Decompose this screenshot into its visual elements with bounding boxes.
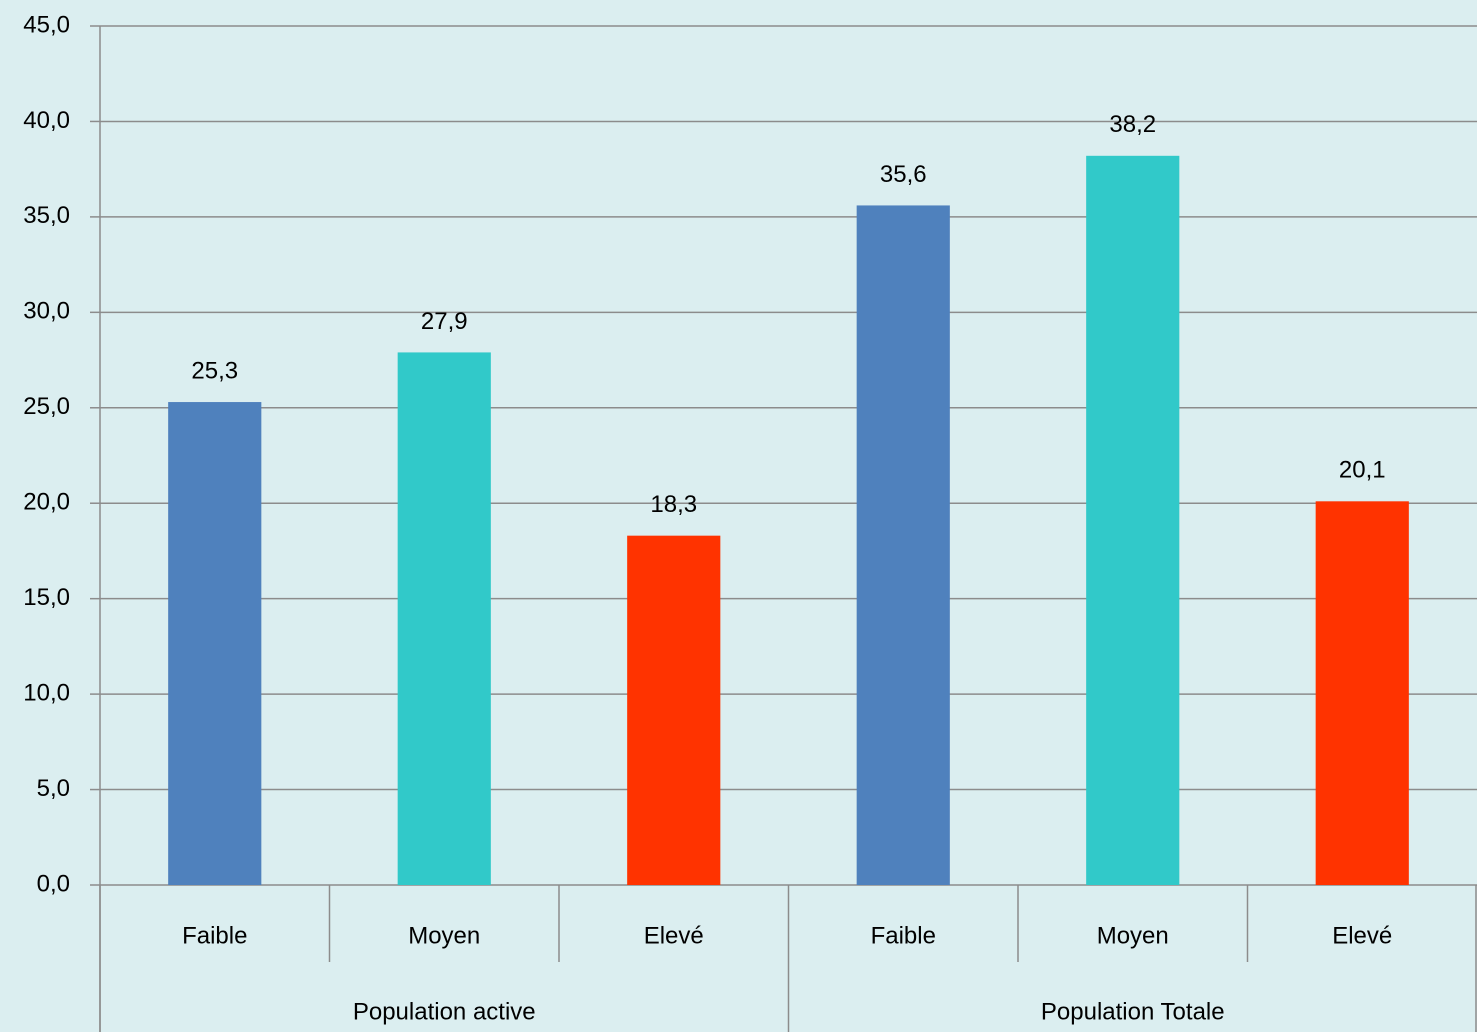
y-tick-label: 40,0 — [23, 107, 70, 134]
y-tick-label: 0,0 — [37, 870, 70, 897]
data-label: 18,3 — [650, 491, 697, 518]
x-tick-label: Moyen — [408, 922, 480, 949]
data-label: 25,3 — [191, 357, 238, 384]
bar — [1086, 155, 1180, 885]
y-tick-label: 35,0 — [23, 202, 70, 229]
y-tick-label: 10,0 — [23, 679, 70, 706]
y-tick-label: 25,0 — [23, 393, 70, 420]
bar — [856, 205, 950, 886]
data-label: 38,2 — [1109, 111, 1156, 138]
bar — [627, 535, 721, 885]
x-tick-label: Faible — [182, 922, 247, 949]
y-tick-label: 20,0 — [23, 489, 70, 516]
bar — [168, 402, 262, 885]
data-label: 20,1 — [1339, 457, 1386, 484]
data-label: 27,9 — [421, 308, 468, 335]
group-label: Population active — [353, 998, 536, 1025]
y-tick-label: 30,0 — [23, 298, 70, 325]
x-tick-label: Elevé — [644, 922, 704, 949]
y-tick-label: 15,0 — [23, 584, 70, 611]
y-tick-label: 45,0 — [23, 11, 70, 38]
bar — [1315, 501, 1409, 885]
data-label: 35,6 — [880, 161, 927, 188]
y-tick-label: 5,0 — [37, 775, 70, 802]
x-tick-label: Moyen — [1097, 922, 1169, 949]
x-tick-label: Faible — [871, 922, 936, 949]
bar — [397, 352, 491, 885]
group-label: Population Totale — [1041, 998, 1225, 1025]
x-tick-label: Elevé — [1332, 922, 1392, 949]
